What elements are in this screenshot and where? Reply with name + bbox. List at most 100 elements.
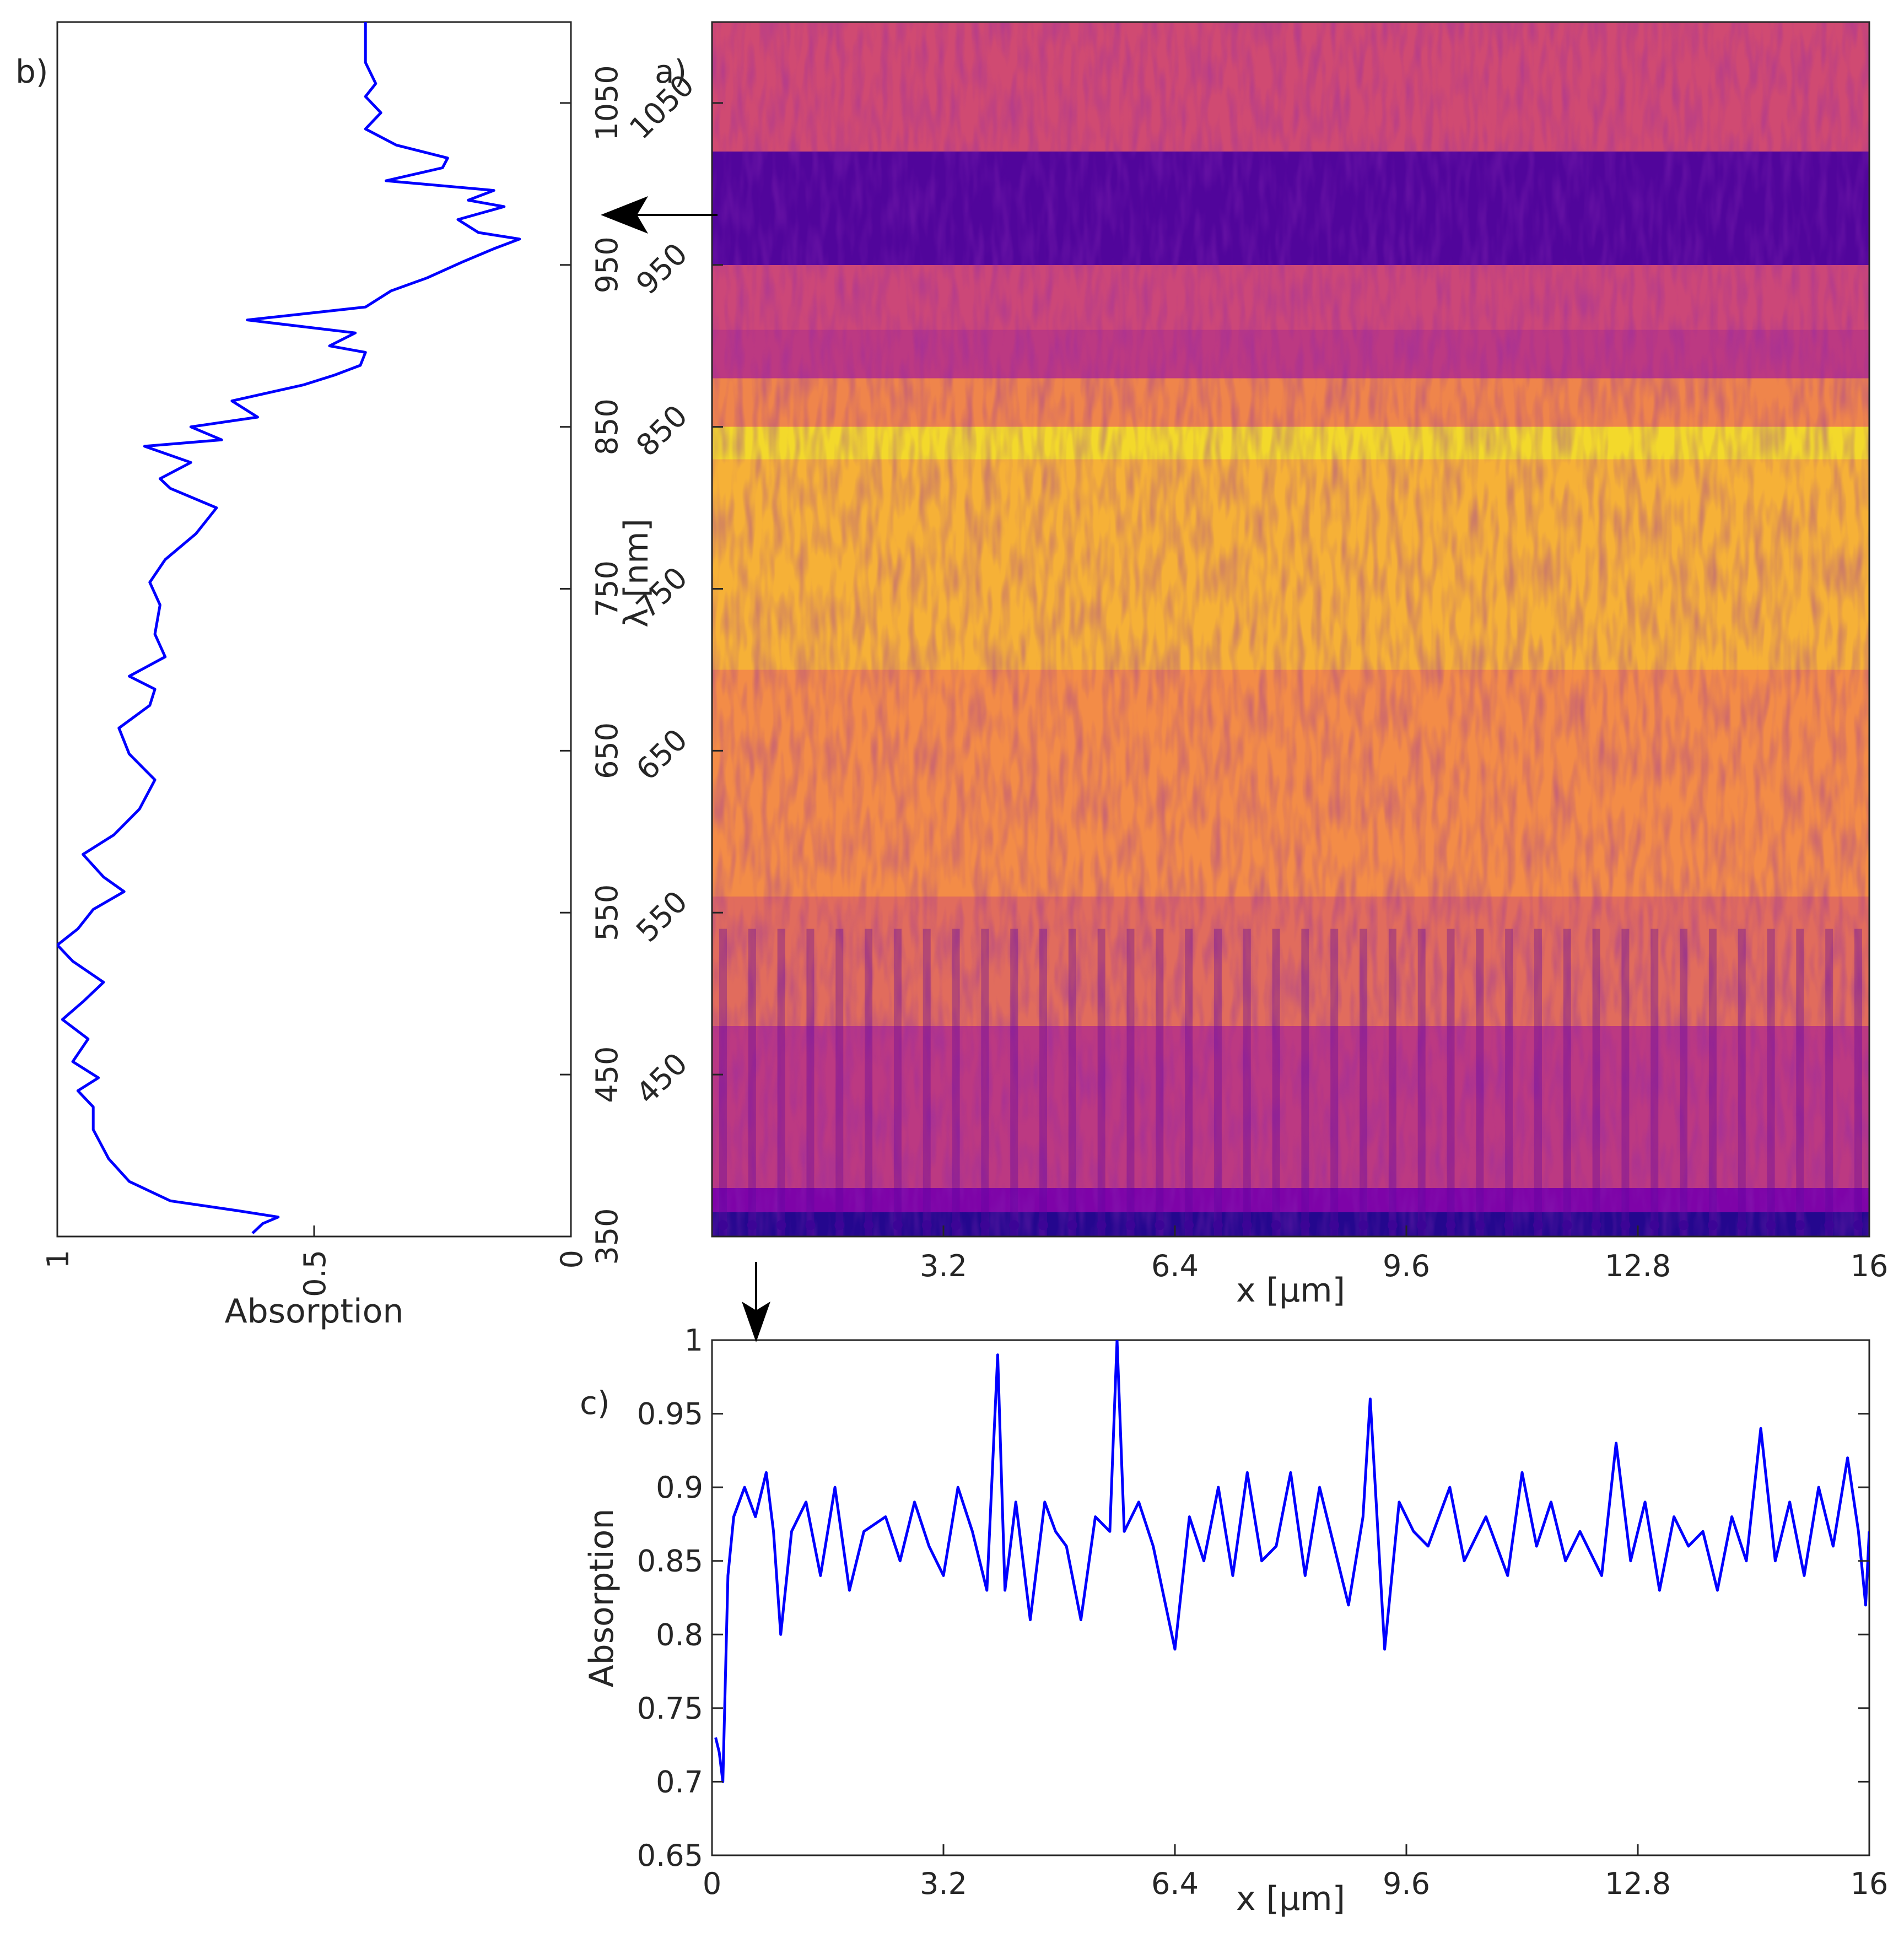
panel-c-profile: 0 3.2 6.4 9.6 12.8 16 0.650.70.750.80.850.90.… (580, 1323, 1888, 1918)
heatmap-bottom-dot (1416, 1220, 1427, 1230)
heatmap-stripe (719, 928, 727, 1237)
heatmap-y-tick-label: 650 (629, 722, 694, 787)
heatmap-bottom-dot (1620, 1220, 1631, 1230)
spectrum-y-ticks: 350 450 550 650 750 850 950 1050 (560, 65, 624, 1265)
heatmap-stripe (1010, 928, 1018, 1237)
heatmap-bottom-dot (718, 1220, 728, 1230)
arrow-to-spectrum-head (601, 196, 648, 234)
heatmap-bottom-dot (834, 1220, 845, 1230)
spectrum-x-axis-label: Absorption (225, 1292, 404, 1331)
heatmap-bottom-dot (1766, 1220, 1776, 1230)
arrow-to-spectrum (601, 196, 718, 234)
heatmap-stripe (1360, 928, 1368, 1237)
heatmap-y-axis-label: λ [nm] (617, 519, 656, 628)
heatmap-stripe (1097, 928, 1105, 1237)
spectrum-y-tick-label: 850 (590, 398, 624, 455)
heatmap-stripe (1272, 928, 1280, 1237)
heatmap-bottom-dot (747, 1220, 757, 1230)
heatmap-bottom-dot (1736, 1220, 1747, 1230)
heatmap-stripe (1825, 928, 1833, 1237)
spectrum-x-tick-label: 1 (41, 1250, 75, 1268)
heatmap-bottom-dot (776, 1220, 786, 1230)
heatmap-bottom-dot (1358, 1220, 1369, 1230)
heatmap-bottom-dot (1329, 1220, 1340, 1230)
heatmap-bottom-dot (1445, 1220, 1456, 1230)
heatmap-bottom-dots (718, 1220, 1863, 1230)
profile-x-tick-label: 16 (1851, 1866, 1889, 1901)
spectrum-line (57, 22, 521, 1234)
heatmap-y-tick-label: 450 (629, 1046, 694, 1110)
heatmap-bottom-dot (1125, 1220, 1136, 1230)
heatmap-bottom-dot (951, 1220, 961, 1230)
heatmap-stripe (1330, 928, 1339, 1237)
heatmap-stripe (1126, 928, 1135, 1237)
heatmap-stripe (835, 928, 844, 1237)
spectrum-x-tick-label: 0 (554, 1250, 589, 1268)
heatmap-stripe (1534, 928, 1542, 1237)
profile-y-ticks: 0.65 0.7 0.75 0.8 0.85 0.9 0.95 1 (637, 1323, 1869, 1873)
heatmap-bottom-dot (1853, 1220, 1863, 1230)
heatmap-bottom-dot (980, 1220, 990, 1230)
arrow-to-profile (742, 1262, 770, 1342)
heatmap-x-ticks: 3.2 6.4 9.6 12.8 16 (920, 1225, 1888, 1283)
heatmap-stripe (1068, 928, 1076, 1237)
heatmap-bottom-dot (1707, 1220, 1718, 1230)
profile-panel-label: c) (580, 1384, 610, 1422)
heatmap-x-tick-label: 3.2 (920, 1249, 967, 1283)
heatmap-bottom-dot (1679, 1220, 1689, 1230)
heatmap-stripe (1708, 928, 1717, 1237)
heatmap-bottom-dot (892, 1220, 903, 1230)
heatmap-bottom-dot (1300, 1220, 1310, 1230)
heatmap-panel-label: a) (655, 53, 687, 90)
heatmap-vertical-stripes (719, 928, 1862, 1237)
profile-x-tick-label: 3.2 (920, 1866, 967, 1901)
spectrum-panel-label: b) (15, 53, 48, 90)
heatmap-bottom-dot (1562, 1220, 1572, 1230)
heatmap-bottom-dot (1387, 1220, 1398, 1230)
heatmap-stripe (1738, 928, 1746, 1237)
heatmap-y-tick-label: 550 (629, 884, 694, 948)
spectrum-y-tick-label: 550 (590, 884, 624, 941)
profile-y-axis-label: Absorption (582, 1509, 621, 1688)
heatmap-stripe (1185, 928, 1193, 1237)
heatmap-bottom-dot (1067, 1220, 1077, 1230)
heatmap-bottom-dot (1271, 1220, 1281, 1230)
heatmap-texture (712, 22, 1869, 1237)
heatmap-bottom-dot (805, 1220, 816, 1230)
heatmap-stripe (952, 928, 960, 1237)
spectrum-y-tick-label: 950 (590, 236, 624, 293)
heatmap-bottom-dot (1096, 1220, 1107, 1230)
heatmap-bottom-dot (1212, 1220, 1223, 1230)
heatmap-stripe (893, 928, 902, 1237)
spectrum-y-tick-label: 1050 (590, 65, 624, 141)
heatmap-bottom-dot (1242, 1220, 1252, 1230)
heatmap-y-tick-label: 850 (629, 398, 694, 463)
spectrum-x-ticks: 1 0.5 0 (41, 1225, 589, 1297)
spectrum-y-tick-label: 650 (590, 722, 624, 779)
profile-y-tick-label: 0.65 (637, 1838, 703, 1873)
heatmap-stripe (1767, 928, 1775, 1237)
heatmap-stripe (1592, 928, 1600, 1237)
profile-x-tick-label: 0 (703, 1866, 721, 1901)
heatmap-bottom-dot (1533, 1220, 1543, 1230)
heatmap-x-tick-label: 6.4 (1151, 1249, 1199, 1283)
heatmap-bottom-dot (921, 1220, 932, 1230)
profile-x-tick-label: 6.4 (1151, 1866, 1199, 1901)
profile-y-tick-label: 0.9 (656, 1470, 703, 1505)
heatmap-stripe (1854, 928, 1862, 1237)
profile-y-tick-label: 1 (684, 1323, 703, 1358)
heatmap-stripe (1417, 928, 1426, 1237)
heatmap-stripe (777, 928, 785, 1237)
profile-y-tick-label: 0.95 (637, 1397, 703, 1432)
profile-frame (711, 1339, 1870, 1856)
heatmap-bottom-dot (1591, 1220, 1601, 1230)
profile-y-tick-label: 0.85 (637, 1544, 703, 1579)
heatmap-stripe (748, 928, 756, 1237)
heatmap-stripe (981, 928, 989, 1237)
heatmap-stripe (1447, 928, 1455, 1237)
profile-y-tick-label: 0.8 (656, 1617, 703, 1652)
profile-y-tick-label: 0.7 (656, 1764, 703, 1799)
heatmap-x-tick-label: 16 (1851, 1249, 1889, 1283)
heatmap-stripe (1680, 928, 1688, 1237)
